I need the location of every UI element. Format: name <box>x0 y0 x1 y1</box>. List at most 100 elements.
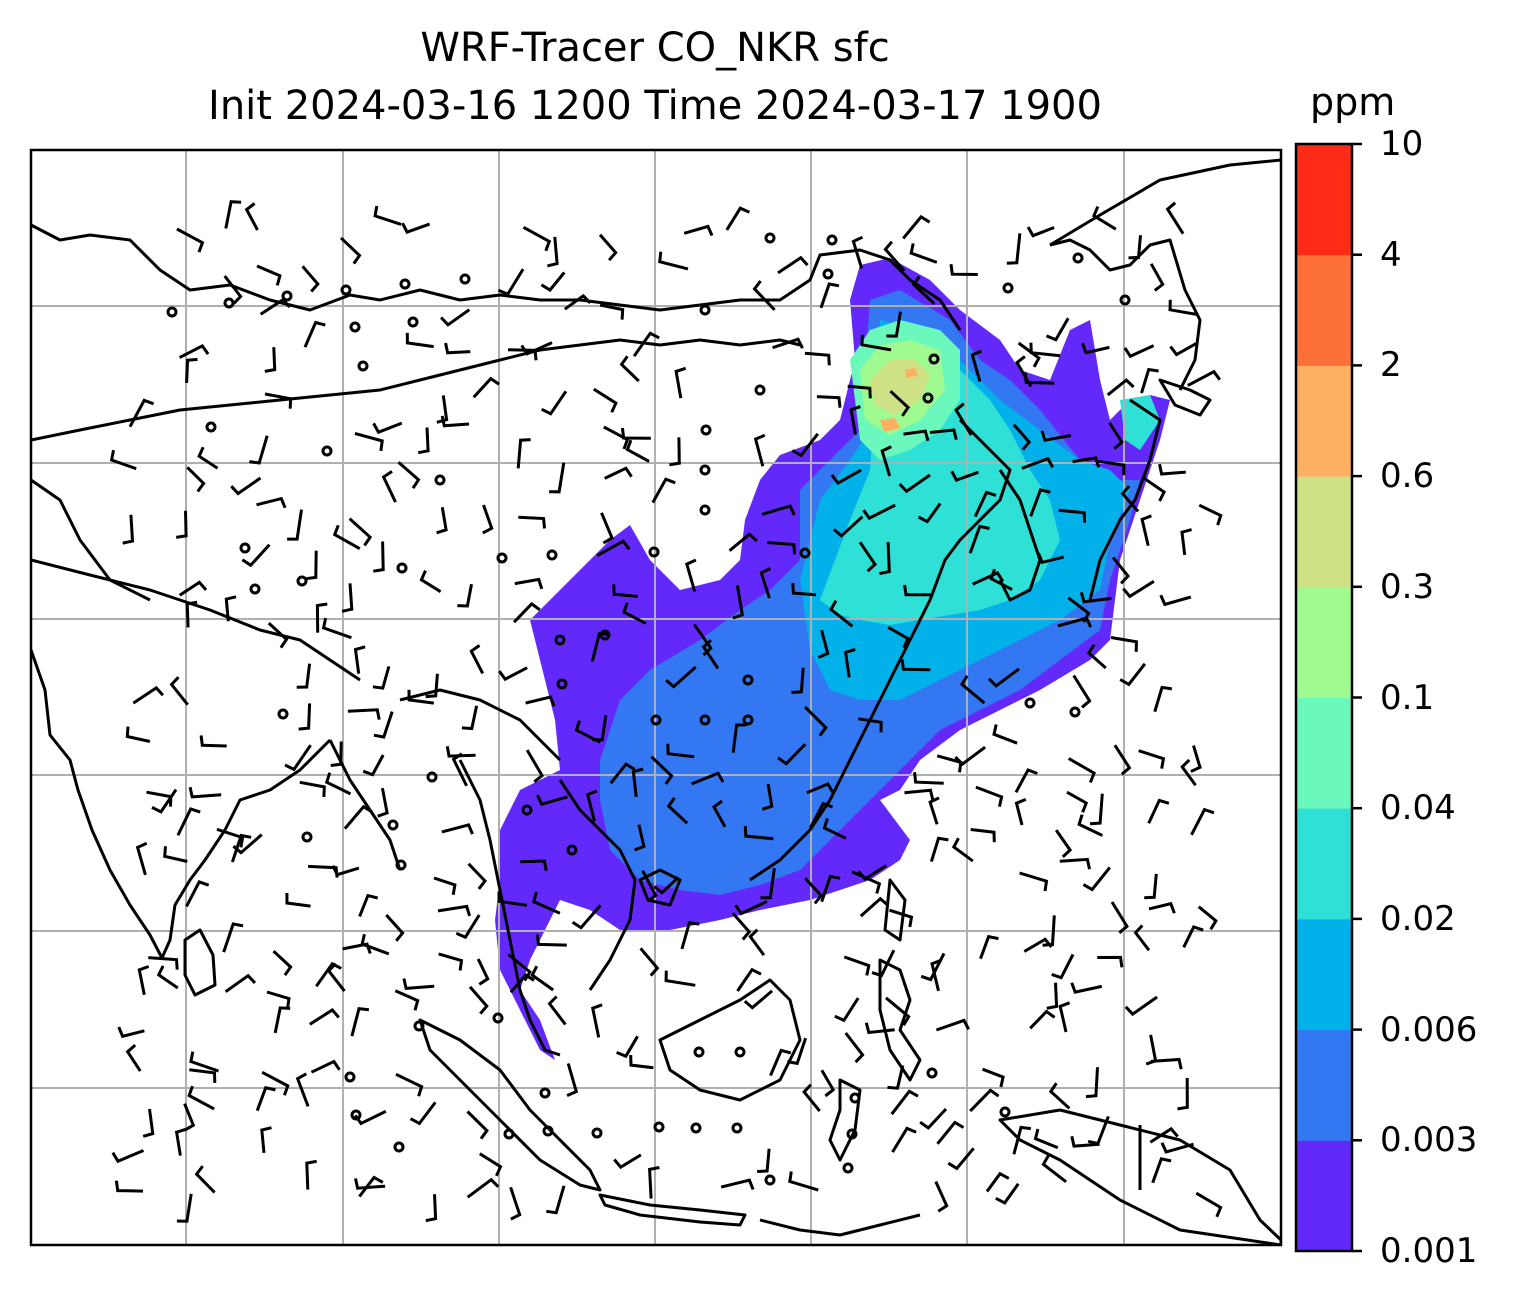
wind-barb <box>989 568 1013 591</box>
wind-barb <box>342 942 372 954</box>
wind-barb <box>600 512 614 545</box>
wind-barb <box>1023 372 1055 385</box>
wind-barb <box>970 349 983 382</box>
wind-barb <box>185 600 198 628</box>
wind-barb <box>949 264 978 276</box>
russia-coast <box>1049 158 1281 247</box>
wind-barb <box>1119 662 1147 687</box>
wind-barb <box>1110 901 1129 934</box>
colorbar-unit-label: ppm <box>1310 80 1396 124</box>
wind-barb <box>859 896 889 918</box>
calm-wind-marker <box>653 1121 665 1133</box>
wind-barb <box>362 754 385 777</box>
wind-barb <box>305 550 318 581</box>
wind-barb <box>858 541 877 573</box>
calm-wind-marker <box>393 1141 405 1153</box>
wind-barb <box>224 200 242 229</box>
wind-barb <box>1070 982 1103 994</box>
wind-barb <box>409 1101 437 1126</box>
wind-barb <box>791 432 819 458</box>
wind-barb <box>419 569 442 593</box>
wind-barb <box>616 1035 639 1059</box>
wind-barb <box>598 233 618 262</box>
wind-barb <box>445 746 476 758</box>
wind-barb <box>1059 857 1091 870</box>
wind-barb <box>532 891 561 915</box>
wind-barb <box>629 1055 654 1070</box>
wind-barb <box>425 1194 438 1223</box>
calm-wind-marker <box>591 1127 603 1139</box>
wind-barb <box>407 689 435 705</box>
wind-barb <box>571 904 602 930</box>
wind-barb <box>343 804 373 830</box>
wind-barb <box>372 665 391 690</box>
wind-barb <box>767 541 797 555</box>
wind-barb <box>777 743 807 766</box>
colorbar-tick-label: 0.006 <box>1380 1009 1478 1050</box>
wind-barb <box>804 877 824 905</box>
wind-barb <box>832 515 864 538</box>
calm-wind-marker <box>1069 706 1081 718</box>
wind-barb <box>1122 580 1155 599</box>
wind-barb <box>743 826 774 841</box>
wind-barb <box>178 580 208 597</box>
wind-barb <box>936 1120 965 1145</box>
wind-barb <box>987 667 1020 688</box>
wind-barb <box>175 510 188 539</box>
wind-barb <box>919 1107 948 1130</box>
wind-barb <box>1042 915 1056 947</box>
calm-wind-marker <box>277 708 289 720</box>
wind-barb <box>1150 1057 1183 1070</box>
wind-barb <box>820 1069 836 1098</box>
wind-barb <box>971 570 1005 586</box>
wind-barb <box>1023 937 1053 953</box>
calm-wind-marker <box>648 546 660 558</box>
wind-barb <box>436 395 449 424</box>
wind-barb <box>244 202 259 231</box>
wind-barb <box>455 914 481 940</box>
wind-barb <box>934 1180 949 1213</box>
wind-barb <box>117 1026 145 1039</box>
wind-barb <box>197 446 219 470</box>
wind-barb <box>1082 866 1111 892</box>
calm-wind-marker <box>690 1122 702 1134</box>
wind-barb <box>330 741 343 767</box>
calm-wind-marker <box>699 304 711 316</box>
wind-barb <box>176 807 201 836</box>
wind-barb <box>1120 485 1140 513</box>
wind-barb <box>377 787 389 818</box>
wind-barb <box>917 502 942 524</box>
wind-barb <box>224 973 257 993</box>
wind-barb <box>665 665 697 689</box>
indochina-border <box>399 688 562 762</box>
wind-barb <box>381 470 397 503</box>
wind-barb <box>777 255 809 275</box>
wind-barb <box>332 524 361 551</box>
wind-barb <box>402 978 435 990</box>
wind-barb <box>468 985 489 1015</box>
calm-wind-marker <box>566 844 578 856</box>
wind-barb <box>1159 594 1192 607</box>
wind-barb <box>734 900 768 916</box>
wind-barb <box>1142 476 1167 502</box>
wind-barb <box>819 282 840 309</box>
calm-wind-marker <box>699 464 711 476</box>
wind-barb <box>1089 793 1104 826</box>
calm-wind-marker <box>396 562 408 574</box>
colorbar-tick-label: 0.003 <box>1380 1120 1478 1161</box>
wind-barb <box>769 1048 792 1077</box>
wind-barb <box>259 297 291 316</box>
wind-barb <box>847 384 872 399</box>
wind-barb <box>267 621 289 649</box>
calm-wind-marker <box>357 360 369 372</box>
wind-barb <box>525 749 545 783</box>
wind-barb <box>664 970 696 987</box>
colorbar-swatch <box>1296 808 1352 920</box>
wind-barb <box>871 949 896 978</box>
wind-barb <box>272 950 293 977</box>
wind-barb <box>887 1065 905 1090</box>
wind-barb <box>650 755 674 785</box>
wind-barb <box>1158 463 1186 476</box>
wind-barb <box>1086 643 1107 670</box>
calm-wind-marker <box>344 1071 356 1083</box>
